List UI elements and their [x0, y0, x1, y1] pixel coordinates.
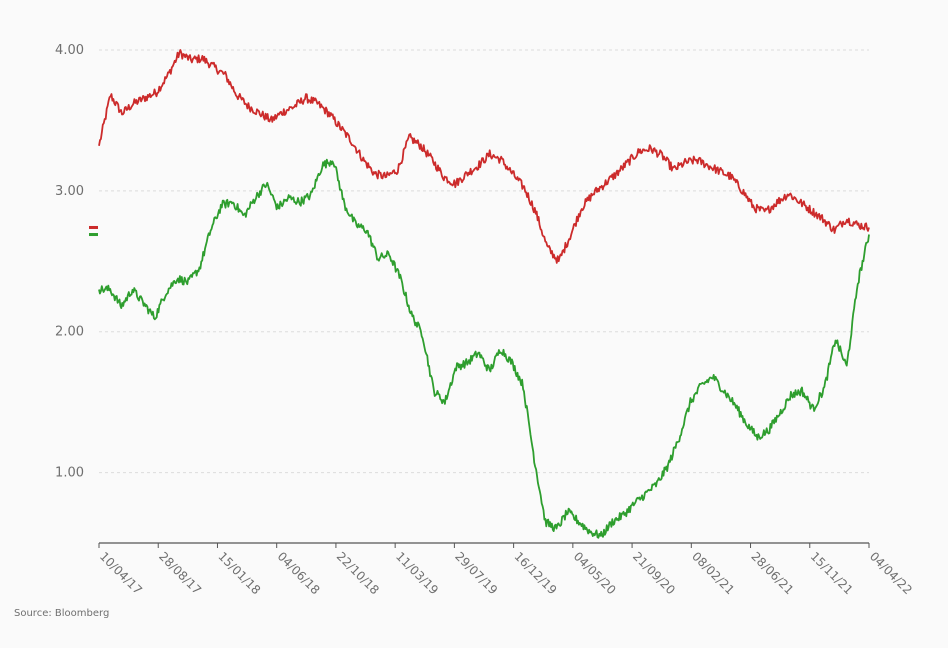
series-line-1: [98, 158, 870, 539]
x-tick-label: 22/10/18: [334, 549, 382, 597]
x-tick-label: 15/01/18: [215, 549, 263, 597]
x-tick-label: 11/03/19: [393, 549, 441, 597]
x-tick-label: 04/06/18: [275, 549, 323, 597]
y-tick-label: 4.00: [55, 43, 84, 58]
y-tick-label: 2.00: [55, 325, 84, 340]
x-tick-label: 21/09/20: [630, 549, 678, 597]
x-axis: 10/04/17 28/08/17 15/01/18 04/06/18 22/10/18…: [97, 543, 915, 597]
last-value-marker-1: [89, 233, 98, 237]
series-line-0: [98, 49, 870, 264]
x-tick-label: 04/04/22: [867, 549, 915, 597]
line-chart: 1.00 2.00 3.00 4.00 10/04/17 28/08/17 15/01/1…: [55, 43, 915, 597]
x-tick-label: 08/02/21: [689, 549, 737, 597]
series-group: [98, 49, 870, 539]
y-axis: 1.00 2.00 3.00 4.00: [55, 43, 84, 481]
x-tick-label: 28/06/21: [748, 549, 796, 597]
last-value-marker-0: [89, 225, 98, 229]
grid-lines: [99, 49, 869, 474]
x-tick-label: 28/08/17: [156, 549, 204, 597]
y-tick-label: 1.00: [55, 466, 84, 481]
source-note: Source: Bloomberg: [14, 608, 110, 619]
last-value-markers: [89, 225, 98, 237]
x-tick-label: 16/12/19: [511, 549, 559, 597]
x-tick-label: 10/04/17: [97, 549, 145, 597]
y-tick-label: 3.00: [55, 184, 84, 199]
x-tick-label: 04/05/20: [571, 549, 619, 597]
x-tick-label: 15/11/21: [808, 549, 856, 597]
x-tick-label: 29/07/19: [452, 549, 500, 597]
